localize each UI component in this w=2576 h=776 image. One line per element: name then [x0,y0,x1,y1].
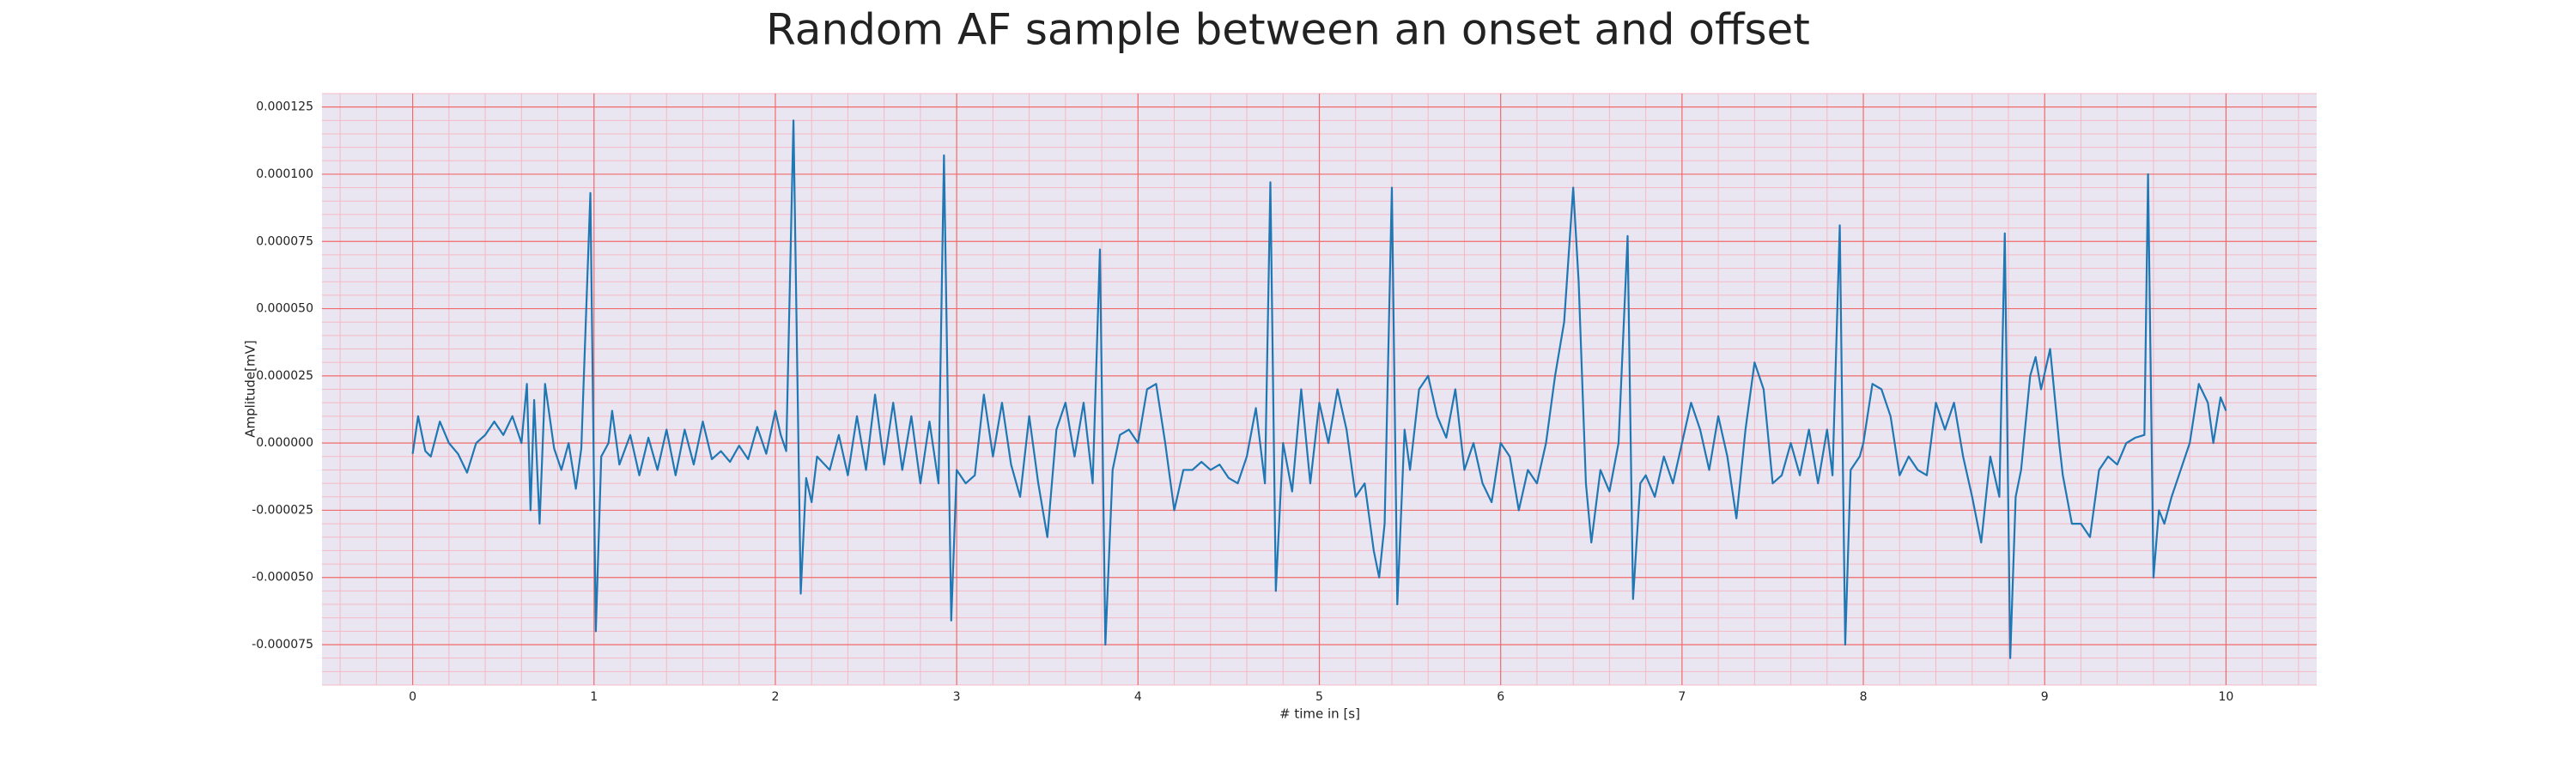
x-tick-label: 3 [953,690,961,704]
x-tick-label: 7 [1678,690,1686,704]
x-tick-label: 9 [2041,690,2049,704]
signal-line [411,119,2227,659]
x-tick-label: 2 [771,690,779,704]
y-tick-label: 0.000050 [256,302,313,316]
y-tick-label: 0.000025 [256,369,313,383]
y-axis-label: Amplitude[mV] [243,340,258,437]
x-tick-label: 4 [1134,690,1142,704]
y-tick-label: 0.000100 [256,167,313,181]
x-axis-label: # time in [s] [1279,706,1360,722]
x-tick-label: 8 [1860,690,1868,704]
x-tick-label: 6 [1497,690,1504,704]
y-tick-label: -0.000075 [252,638,313,652]
chart-title: Random AF sample between an onset and of… [766,5,1810,55]
y-tick-label: -0.000050 [252,571,313,585]
x-tick-label: 0 [409,690,416,704]
x-tick-label: 5 [1315,690,1323,704]
y-tick-label: 0.000125 [256,100,313,114]
y-tick-label: 0.000075 [256,234,313,248]
y-tick-label: -0.000025 [252,503,313,517]
x-tick-label: 10 [2218,690,2233,704]
x-tick-label: 1 [590,690,598,704]
y-tick-label: 0.000000 [256,436,313,450]
